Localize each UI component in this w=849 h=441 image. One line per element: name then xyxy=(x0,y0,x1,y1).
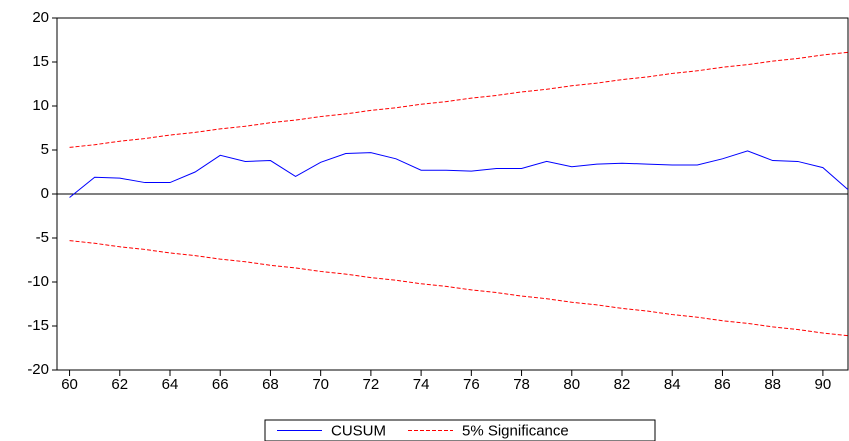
y-tick-label: 20 xyxy=(32,9,49,26)
y-tick-label: -10 xyxy=(27,273,49,290)
series-line xyxy=(69,150,849,198)
y-tick-label: 10 xyxy=(32,97,49,114)
y-tick-label: -5 xyxy=(36,229,49,246)
legend-box xyxy=(264,419,656,441)
series-line xyxy=(69,240,849,337)
y-tick-label: 15 xyxy=(32,53,49,70)
y-tick-label: -15 xyxy=(27,317,49,334)
x-tick-label: 80 xyxy=(563,376,580,393)
x-tick-label: 64 xyxy=(162,376,179,393)
x-tick-label: 90 xyxy=(815,376,832,393)
y-tick-label: 5 xyxy=(41,141,49,158)
x-tick-label: 60 xyxy=(61,376,78,393)
x-tick-label: 62 xyxy=(111,376,128,393)
x-tick-label: 88 xyxy=(764,376,781,393)
x-tick-label: 84 xyxy=(664,376,681,393)
series-line xyxy=(69,51,849,148)
legend-label: 5% Significance xyxy=(462,422,569,439)
x-tick-label: 72 xyxy=(363,376,380,393)
y-tick-label: 0 xyxy=(41,185,49,202)
x-tick-label: 76 xyxy=(463,376,480,393)
x-tick-label: 82 xyxy=(614,376,631,393)
x-tick-label: 68 xyxy=(262,376,279,393)
x-tick-label: 70 xyxy=(312,376,329,393)
x-tick-label: 78 xyxy=(513,376,530,393)
x-tick-label: 74 xyxy=(413,376,430,393)
x-tick-label: 86 xyxy=(714,376,731,393)
x-tick-label: 66 xyxy=(212,376,229,393)
legend-label: CUSUM xyxy=(331,422,386,439)
y-tick-label: -20 xyxy=(27,361,49,378)
